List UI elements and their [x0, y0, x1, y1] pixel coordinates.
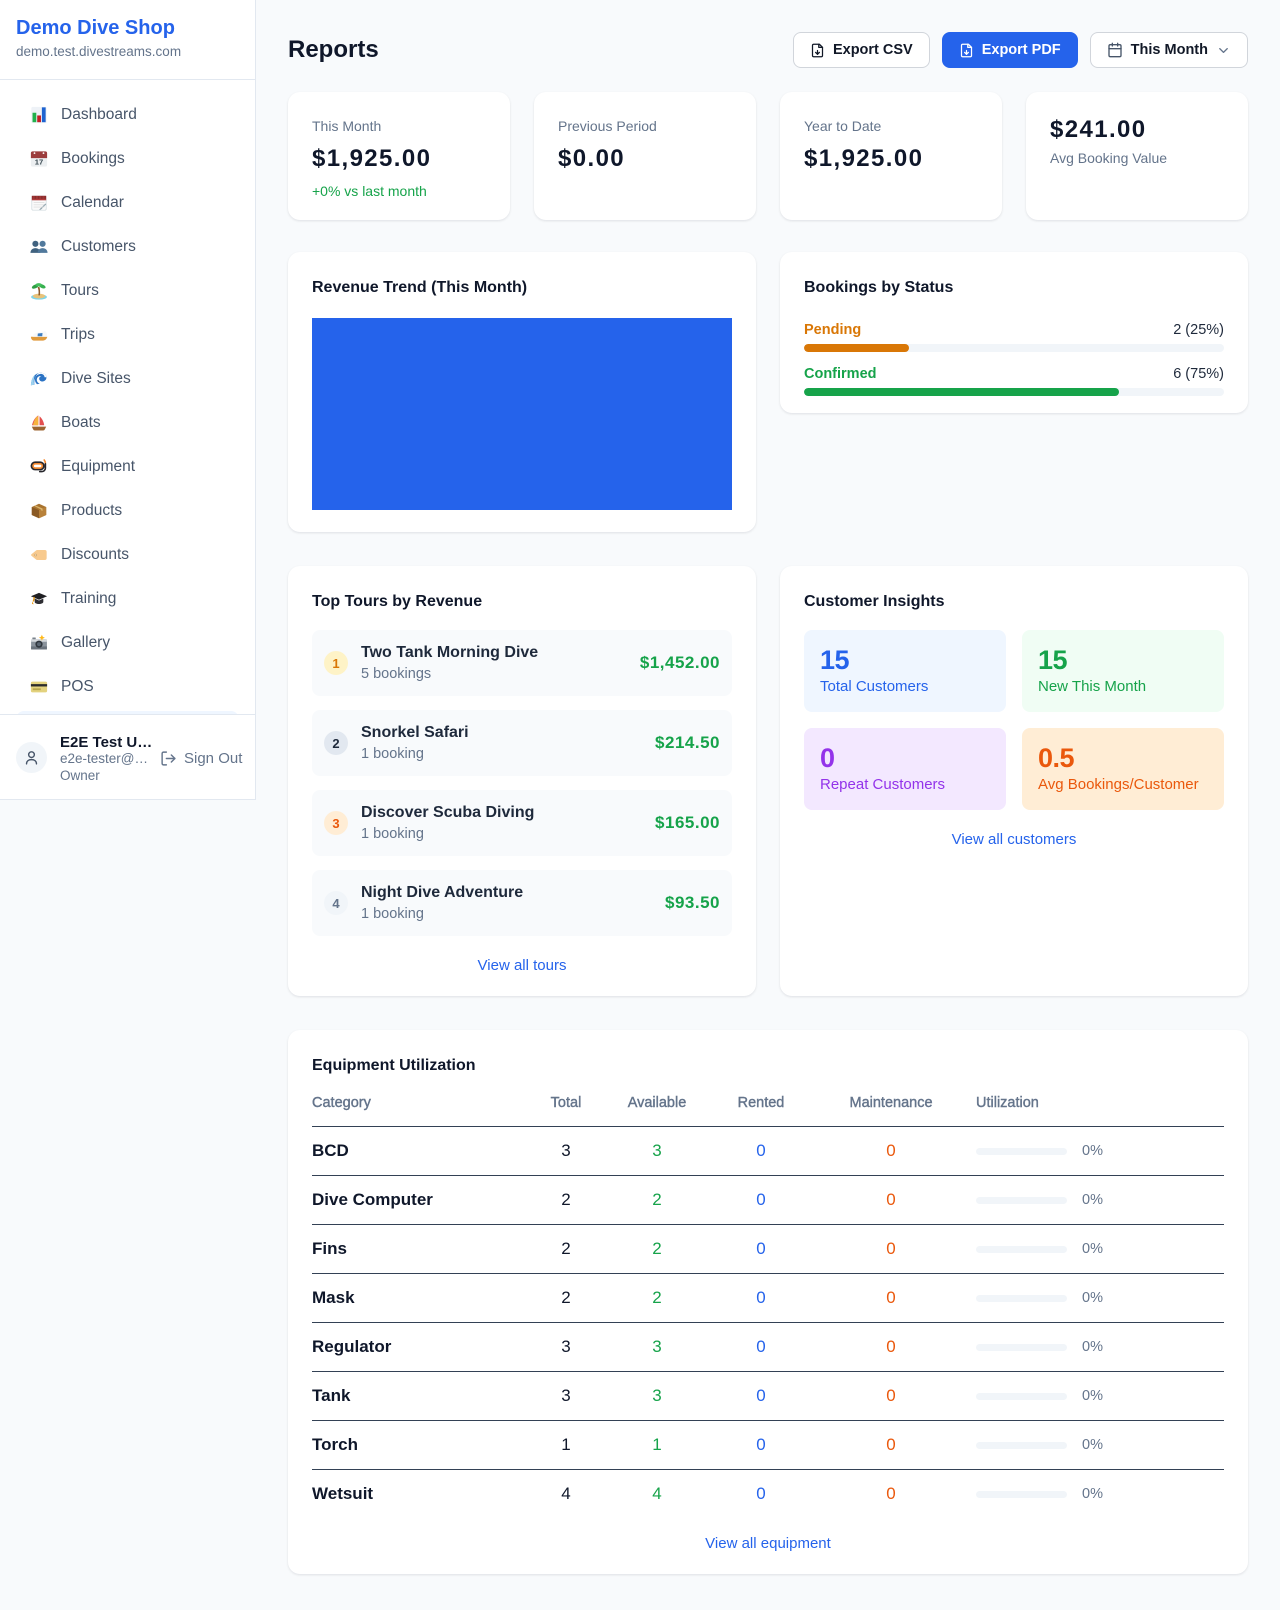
svg-text:17: 17 — [35, 157, 43, 166]
